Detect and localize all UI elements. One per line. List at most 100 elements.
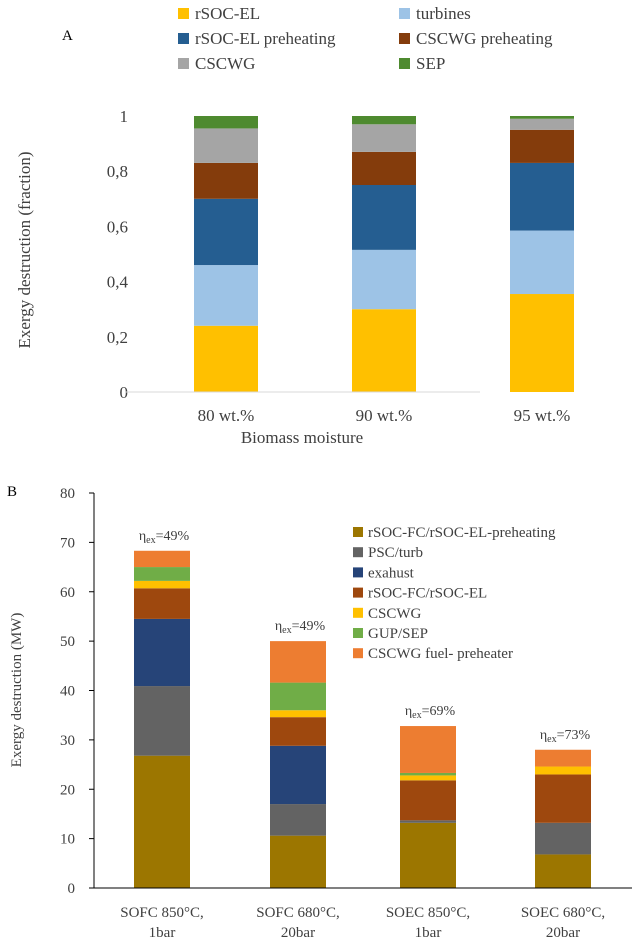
chart-b-bar-soec-850-c-1bar-cscwg xyxy=(400,775,456,781)
chart-a-legend-label: CSCWG xyxy=(195,54,255,73)
chart-b-bar-sofc-850-c-1bar-exahust xyxy=(134,618,190,687)
chart-b-legend-item-rsoc-fc-rsoc-el-preheating: rSOC-FC/rSOC-EL-preheating xyxy=(353,525,556,541)
chart-a-y-ticks: 0 0,2 0,4 0,6 0,8 1 xyxy=(107,107,129,402)
chart-a-bar-90-wt-rsoc-el xyxy=(352,309,416,392)
chart-b-legend-label: PSC/turb xyxy=(368,545,423,561)
chart-a-bar-80-wt-sep xyxy=(194,116,258,129)
chart-b-legend-label: GUP/SEP xyxy=(368,626,428,642)
chart-b-bar-sofc-680-c-20bar-gup-sep xyxy=(270,682,326,711)
chart-b-x-tick-label: 20bar xyxy=(546,925,580,941)
chart-b-x-tick-label: 1bar xyxy=(415,925,442,941)
chart-b-bar-soec-850-c-1bar-cscwg-fuel-preheater xyxy=(400,726,456,773)
chart-a-bar-90-wt-cscwg-preheating xyxy=(352,151,416,185)
chart-a-bar-80-wt-rsoc-el xyxy=(194,325,258,392)
chart-a-bar-95-wt-sep xyxy=(510,116,574,119)
chart-a-bar-95-wt-cscwg-preheating xyxy=(510,129,574,163)
chart-b-legend-item-cscwg: CSCWG xyxy=(353,606,422,622)
chart-b-bar-sofc-680-c-20bar-cscwg xyxy=(270,710,326,718)
chart-b-bar-sofc-850-c-1bar-gup-sep xyxy=(134,567,190,581)
chart-b-y-tick-label: 0 xyxy=(68,881,76,897)
chart-b-y-tick-label: 20 xyxy=(60,782,75,798)
chart-b-bar-sofc-680-c-20bar-rsoc-fc-rsoc-el xyxy=(270,717,326,746)
chart-b-annotations: ηex=49% ηex=49% ηex=69% ηex=73% xyxy=(139,529,591,745)
chart-b-legend-label: rSOC-FC/rSOC-EL-preheating xyxy=(368,525,556,541)
chart-a-bar-90-wt-sep xyxy=(352,116,416,125)
chart-b-efficiency-label: ηex=49% xyxy=(139,529,190,546)
chart-b-bar-sofc-680-c-20bar-rsoc-fc-rsoc-el-preheating xyxy=(270,835,326,888)
chart-b-legend-swatch xyxy=(353,567,363,578)
chart-a: A rSOC-EL turbines rSOC-EL preheating CSCWG… xyxy=(15,4,574,447)
chart-b-legend-item-gup-sep: GUP/SEP xyxy=(353,626,428,642)
chart-b-y-ticks: 0 10 20 30 40 50 60 70 80 xyxy=(60,486,94,897)
chart-b-bar-sofc-850-c-1bar-rsoc-fc-rsoc-el-preheating xyxy=(134,755,190,888)
chart-a-y-tick-label: 0 xyxy=(120,383,129,402)
chart-b-y-tick-label: 40 xyxy=(60,684,75,700)
chart-b-bar-soec-850-c-1bar-psc-turb xyxy=(400,820,456,823)
chart-b-y-tick-label: 70 xyxy=(60,535,75,551)
chart-a-bar-90-wt-turbines xyxy=(352,249,416,310)
chart-b-legend-label: rSOC-FC/rSOC-EL xyxy=(368,586,487,602)
chart-b-x-tick-label: SOFC 850°C, xyxy=(120,905,204,921)
chart-a-legend-swatch xyxy=(399,58,410,69)
chart-b-bar-soec-680-c-20bar-cscwg-fuel-preheater xyxy=(535,749,591,767)
chart-b-x-tick-label: 1bar xyxy=(149,925,176,941)
chart-a-bar-90-wt-rsoc-el-preheating xyxy=(352,185,416,250)
chart-a-legend-label: rSOC-EL preheating xyxy=(195,29,336,48)
chart-b-panel-label: B xyxy=(7,484,17,500)
chart-a-legend: rSOC-EL turbines rSOC-EL preheating CSCWG p… xyxy=(178,4,553,73)
chart-b-legend-swatch xyxy=(353,607,363,618)
chart-b-legend-swatch xyxy=(353,587,363,598)
chart-b-bar-sofc-850-c-1bar-cscwg-fuel-preheater xyxy=(134,550,190,568)
chart-b-bar-soec-680-c-20bar-cscwg xyxy=(535,766,591,775)
chart-a-legend-item-rsoc-el-preheating: rSOC-EL preheating xyxy=(178,29,336,48)
chart-b-legend: rSOC-FC/rSOC-EL-preheating PSC/turb exahus… xyxy=(353,525,556,662)
chart-a-legend-item-sep: SEP xyxy=(399,54,445,73)
chart-b-bar-sofc-850-c-1bar-cscwg xyxy=(134,580,190,589)
chart-b-legend-label: CSCWG fuel- preheater xyxy=(368,646,513,662)
chart-b-legend-label: CSCWG xyxy=(368,606,422,622)
chart-a-legend-swatch xyxy=(399,8,410,19)
chart-a-bar-95-wt-rsoc-el xyxy=(510,294,574,392)
chart-a-y-tick-label: 0,8 xyxy=(107,162,128,181)
chart-a-legend-item-cscwg: CSCWG xyxy=(178,54,255,73)
chart-a-panel-label: A xyxy=(62,28,73,44)
chart-a-legend-label: CSCWG preheating xyxy=(416,29,553,48)
chart-b: B Exergy destruction (MW) 0 10 20 30 40 50 60 7… xyxy=(7,484,632,941)
chart-b-x-ticks: SOFC 850°C, 1bar SOFC 680°C, 20bar SOEC 850°… xyxy=(120,905,605,941)
chart-b-bar-soec-850-c-1bar-rsoc-fc-rsoc-el-preheating xyxy=(400,822,456,888)
chart-b-legend-swatch xyxy=(353,628,363,638)
chart-a-x-tick-label: 95 wt.% xyxy=(514,406,571,425)
chart-b-bar-sofc-850-c-1bar-psc-turb xyxy=(134,686,190,756)
chart-a-bar-95-wt-rsoc-el-preheating xyxy=(510,162,574,231)
chart-b-bar-sofc-850-c-1bar-rsoc-fc-rsoc-el xyxy=(134,588,190,619)
chart-a-bar-80-wt-cscwg xyxy=(194,128,258,163)
chart-b-legend-swatch xyxy=(353,547,363,558)
chart-b-legend-item-rsoc-fc-rsoc-el: rSOC-FC/rSOC-EL xyxy=(353,586,487,602)
chart-a-legend-item-turbines: turbines xyxy=(399,4,471,23)
chart-b-legend-label: exahust xyxy=(368,565,415,581)
chart-b-legend-item-cscwg-fuel-preheater: CSCWG fuel- preheater xyxy=(353,646,513,662)
chart-b-y-tick-label: 80 xyxy=(60,486,75,502)
chart-b-bar-sofc-680-c-20bar-psc-turb xyxy=(270,804,326,836)
chart-b-y-tick-label: 50 xyxy=(60,634,75,650)
chart-b-bar-soec-850-c-1bar-gup-sep xyxy=(400,772,456,776)
chart-a-legend-swatch xyxy=(178,8,189,19)
chart-a-legend-swatch xyxy=(399,33,410,44)
chart-a-x-tick-label: 90 wt.% xyxy=(356,406,413,425)
chart-a-bar-80-wt-turbines xyxy=(194,265,258,326)
chart-b-legend-swatch xyxy=(353,648,363,659)
chart-b-bar-sofc-680-c-20bar-exahust xyxy=(270,745,326,805)
chart-a-legend-label: rSOC-EL xyxy=(195,4,260,23)
chart-a-y-tick-label: 1 xyxy=(120,107,129,126)
chart-a-x-axis-label: Biomass moisture xyxy=(241,428,363,447)
chart-b-legend-swatch xyxy=(353,527,363,537)
chart-a-y-axis-label: Exergy destruction (fraction) xyxy=(15,151,34,348)
chart-a-bar-95-wt-turbines xyxy=(510,230,574,295)
chart-b-x-tick-label: 20bar xyxy=(281,925,315,941)
chart-a-legend-label: SEP xyxy=(416,54,445,73)
chart-a-y-tick-label: 0,4 xyxy=(107,273,129,292)
chart-a-legend-swatch xyxy=(178,33,189,44)
chart-a-bar-95-wt-cscwg xyxy=(510,118,574,130)
chart-b-x-tick-label: SOEC 850°C, xyxy=(386,905,470,921)
